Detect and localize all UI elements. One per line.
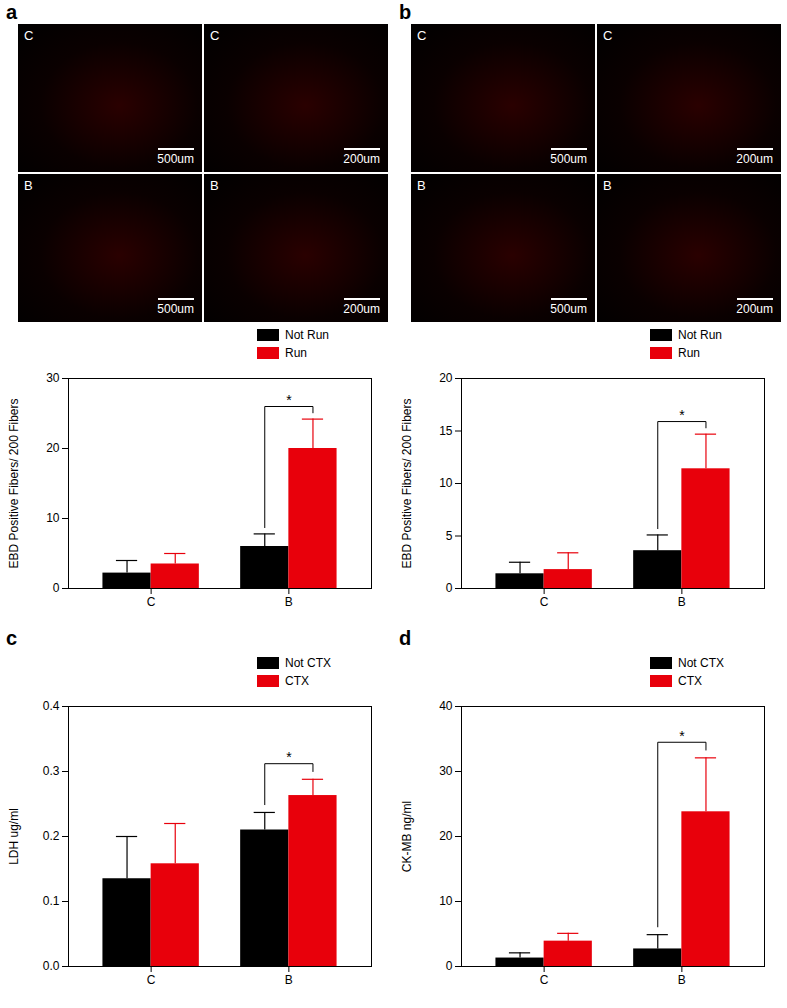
html-text:a: a <box>6 1 18 23</box>
html-text:200um: 200um <box>736 302 773 316</box>
html-text:200um: 200um <box>343 302 380 316</box>
svg-text:10: 10 <box>439 476 453 490</box>
html-text:200um: 200um <box>343 152 380 166</box>
html-text:B: B <box>603 178 612 193</box>
svg-text:20: 20 <box>439 371 453 385</box>
svg-text:0.0: 0.0 <box>43 959 60 973</box>
svg-text:*: * <box>286 749 292 765</box>
svg-text:C: C <box>147 973 156 987</box>
svg-text:C: C <box>147 595 156 609</box>
html-text:d: d <box>399 627 412 649</box>
svg-text:0.2: 0.2 <box>43 829 60 843</box>
svg-text:0.3: 0.3 <box>43 764 60 778</box>
svg-text:0.4: 0.4 <box>43 699 60 713</box>
html-text:Not Run: Not Run <box>285 328 329 342</box>
html-text:Run: Run <box>285 346 307 360</box>
svg-text:5: 5 <box>446 529 453 543</box>
svg-text:20: 20 <box>46 441 60 455</box>
html-text:B: B <box>210 178 219 193</box>
svg-text:B: B <box>678 595 686 609</box>
html-text:C: C <box>417 28 427 43</box>
svg-text:*: * <box>679 728 685 744</box>
svg-text:C: C <box>540 973 549 987</box>
svg-text:B: B <box>678 973 686 987</box>
svg-text:CK-MB ng/ml: CK-MB ng/ml <box>400 801 414 872</box>
html-text:500um: 500um <box>157 302 194 316</box>
html-text:C: C <box>210 28 220 43</box>
svg-text:*: * <box>286 392 292 408</box>
html-text:B: B <box>24 178 33 193</box>
svg-text:20: 20 <box>439 829 453 843</box>
svg-text:30: 30 <box>46 371 60 385</box>
html-text:500um: 500um <box>550 302 587 316</box>
svg-text:10: 10 <box>46 511 60 525</box>
svg-text:0: 0 <box>446 581 453 595</box>
svg-text:*: * <box>679 407 685 423</box>
html-text:b: b <box>399 1 412 23</box>
svg-text:B: B <box>285 595 293 609</box>
html-text:200um: 200um <box>736 152 773 166</box>
svg-text:15: 15 <box>439 424 453 438</box>
svg-text:EBD Positive Fibers/ 200 Fiber: EBD Positive Fibers/ 200 Fibers <box>400 398 414 568</box>
html-text:c: c <box>6 627 18 649</box>
html-text:C: C <box>603 28 613 43</box>
html-text:C: C <box>24 28 34 43</box>
svg-text:40: 40 <box>439 699 453 713</box>
html-text:Not CTX: Not CTX <box>285 656 331 670</box>
svg-text:0: 0 <box>53 581 60 595</box>
html-text:Not Run: Not Run <box>678 328 722 342</box>
svg-text:0.1: 0.1 <box>43 894 60 908</box>
svg-text:10: 10 <box>439 894 453 908</box>
html-text:Not CTX: Not CTX <box>678 656 724 670</box>
html-text:Run: Run <box>678 346 700 360</box>
html-text:CTX: CTX <box>678 674 702 688</box>
svg-text:B: B <box>285 973 293 987</box>
svg-text:LDH ug/ml: LDH ug/ml <box>7 808 21 865</box>
svg-text:0: 0 <box>446 959 453 973</box>
html-text:500um: 500um <box>157 152 194 166</box>
html-text:CTX: CTX <box>285 674 309 688</box>
svg-text:EBD Positive Fibers/ 200 Fiber: EBD Positive Fibers/ 200 Fibers <box>7 398 21 568</box>
svg-text:30: 30 <box>439 764 453 778</box>
svg-text:C: C <box>540 595 549 609</box>
html-text:500um: 500um <box>550 152 587 166</box>
html-text:B: B <box>417 178 426 193</box>
